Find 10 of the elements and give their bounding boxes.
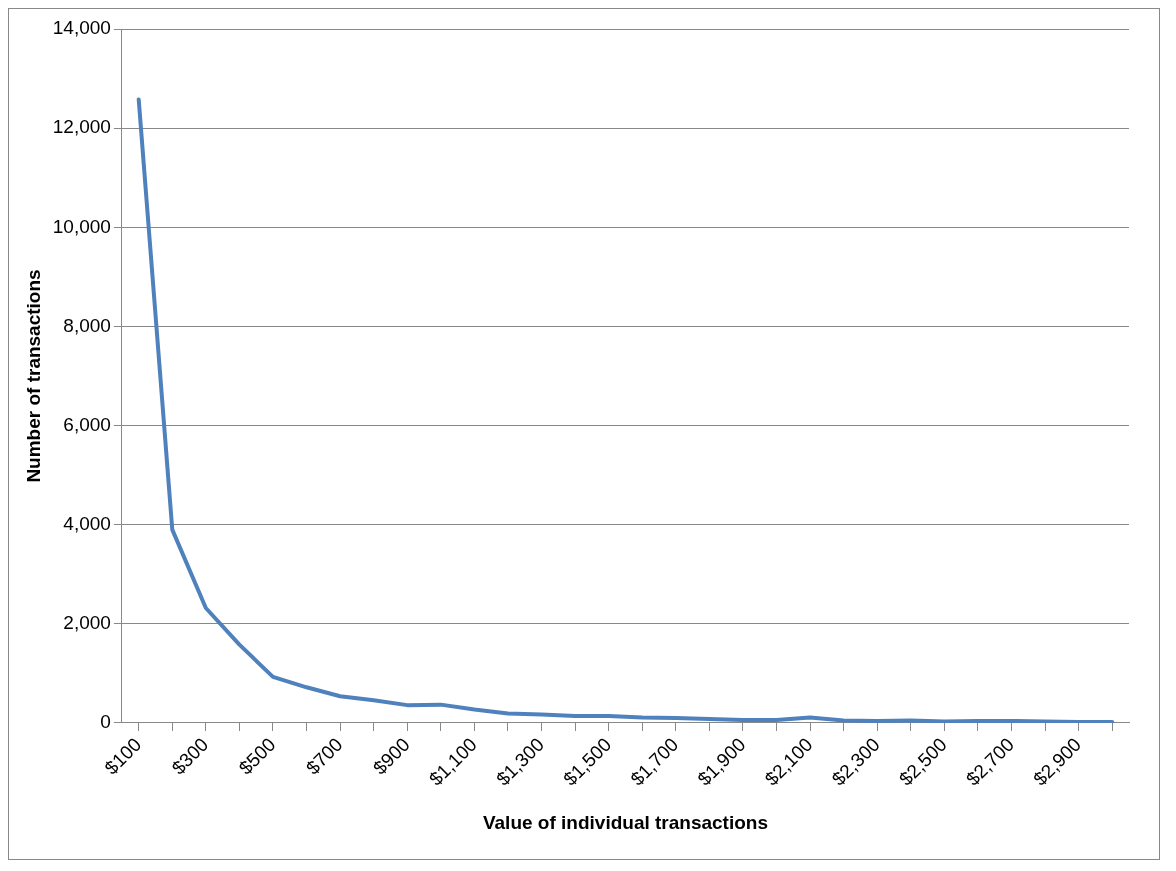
y-tick-label: 14,000 [52, 17, 111, 39]
y-tick-label: 2,000 [63, 612, 111, 634]
x-axis-title: Value of individual transactions [482, 811, 768, 833]
y-tick-label: 8,000 [63, 314, 111, 336]
y-axis-title: Number of transactions [22, 269, 44, 483]
y-tick-label: 12,000 [52, 116, 111, 138]
y-tick-label: 0 [100, 711, 111, 733]
y-tick-label: 10,000 [52, 215, 111, 237]
y-tick-label: 4,000 [63, 512, 111, 534]
y-tick-label: 6,000 [63, 413, 111, 435]
